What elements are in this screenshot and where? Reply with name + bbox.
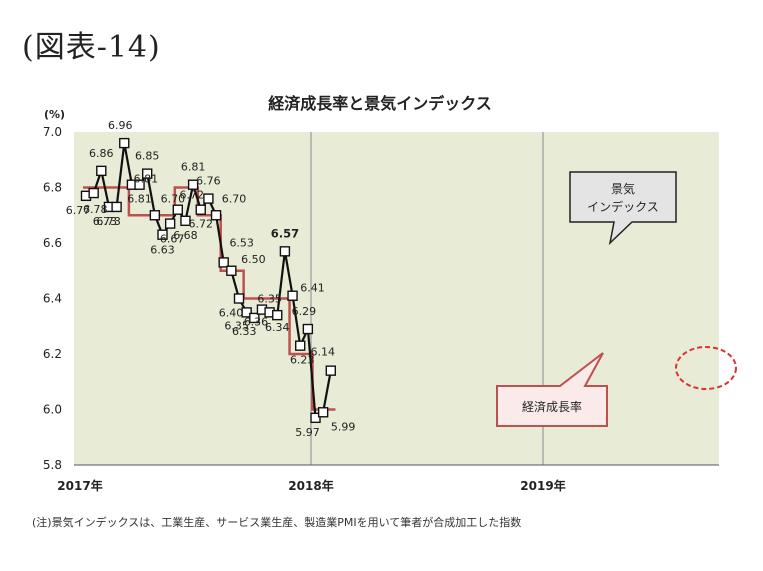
index-label-2019-09: 6.14 xyxy=(311,346,336,359)
index-marker-2018-06 xyxy=(210,210,222,221)
highlight-circle xyxy=(675,346,737,390)
callout-index-box xyxy=(569,171,677,246)
index-label-2018-10: 6.35 xyxy=(224,319,249,332)
y-tick-label: 6.8 xyxy=(43,181,62,195)
index-label-2017-08: 6.81 xyxy=(127,193,152,206)
index-marker-2017-12 xyxy=(164,218,176,229)
footnote: (注)景気インデックスは、工業生産、サービス業生産、製造業PMIを用いて筆者が合… xyxy=(32,515,521,529)
index-marker-2018-08 xyxy=(226,265,237,276)
index-marker-2018-02 xyxy=(180,215,191,227)
index-label-2017-03: 6.86 xyxy=(89,147,114,160)
index-label-2018-07: 6.53 xyxy=(229,236,254,249)
index-marker-2017-09 xyxy=(141,168,153,179)
x-tick-label: 2017年 xyxy=(57,478,102,493)
index-marker-2017-05 xyxy=(111,201,122,213)
index-label-2017-11: 6.63 xyxy=(150,244,175,257)
index-label-2017-07: 6.81 xyxy=(134,173,159,186)
y-tick-label: 6.2 xyxy=(43,347,62,361)
figure-label: (図表-14) xyxy=(22,30,161,65)
y-tick-label: 6.6 xyxy=(43,236,62,250)
series-index-labels: 6.776.866.786.736.736.966.816.816.856.70… xyxy=(66,119,356,439)
index-label-2017-01: 6.77 xyxy=(66,204,91,217)
y-axis-unit: (%) xyxy=(44,108,65,121)
index-marker-2017-03 xyxy=(96,165,107,177)
index-marker-2017-02 xyxy=(88,187,99,199)
y-tick-label: 6.4 xyxy=(43,292,62,306)
index-marker-2018-04 xyxy=(195,204,206,215)
index-label-2018-11: 6.33 xyxy=(232,325,257,338)
index-marker-2019-07 xyxy=(310,412,321,424)
y-tick-label: 7.0 xyxy=(43,125,62,139)
index-label-2019-02: 6.34 xyxy=(265,321,290,334)
y-tick-label: 5.8 xyxy=(43,458,62,472)
index-label-2019-05: 6.23 xyxy=(290,354,315,367)
index-marker-2019-05 xyxy=(295,340,306,351)
index-label-2017-09: 6.85 xyxy=(135,150,160,163)
index-marker-2018-01 xyxy=(172,204,184,215)
index-marker-2018-09 xyxy=(233,293,245,304)
index-label-2017-03-b: 6.78 xyxy=(83,203,108,216)
index-label-2018-06: 6.70 xyxy=(222,192,247,205)
index-marker-2019-03 xyxy=(279,246,291,257)
index-label-2018-12: 6.36 xyxy=(244,316,269,329)
x-axis-ticks: 2017年 2018年 2019年 xyxy=(57,478,565,493)
index-marker-2019-09 xyxy=(325,365,336,376)
index-marker-2017-06 xyxy=(119,137,130,149)
index-label-2018-03: 6.81 xyxy=(181,161,206,174)
callout-index-line1: 景気 xyxy=(611,181,635,196)
index-label-2018-01: 6.72 xyxy=(180,189,205,202)
index-label-2017-10: 6.70 xyxy=(161,192,186,205)
x-tick-label: 2019年 xyxy=(520,478,565,493)
index-marker-2018-07 xyxy=(218,257,229,268)
index-label-2017-06: 6.96 xyxy=(108,119,133,132)
index-marker-2019-02 xyxy=(272,309,283,321)
index-label-2018-05: 6.76 xyxy=(196,175,221,188)
index-label-2017-04: 6.73 xyxy=(93,215,118,228)
index-marker-2018-03 xyxy=(187,179,199,190)
callout-growth-box xyxy=(496,352,608,427)
index-label-2019-01: 6.35 xyxy=(257,292,282,305)
index-label-2017-05: 6.73 xyxy=(96,215,121,228)
index-label-2019-03: 6.57 xyxy=(271,226,299,240)
callout-index: 景気 インデックス xyxy=(569,171,677,246)
index-label-2019-07: 5.97 xyxy=(295,426,320,439)
chart-title: 経済成長率と景気インデックス xyxy=(268,94,492,113)
index-marker-2017-10 xyxy=(149,210,161,221)
index-label-2018-04: 6.72 xyxy=(189,218,214,231)
index-label-2018-02: 6.68 xyxy=(173,229,198,242)
index-marker-2018-11 xyxy=(249,312,260,324)
series-index-markers xyxy=(80,137,336,424)
index-marker-2018-05 xyxy=(203,193,214,204)
y-tick-label: 6.0 xyxy=(43,403,62,417)
index-marker-2019-08 xyxy=(317,407,329,418)
callout-growth: 経済成長率 xyxy=(496,352,608,427)
y-axis-ticks: 5.8 6.0 6.2 6.4 6.6 6.8 7.0 xyxy=(43,125,62,472)
x-tick-label: 2018年 xyxy=(288,478,333,493)
index-marker-2019-04 xyxy=(287,290,298,301)
index-label-2019-04: 6.41 xyxy=(300,282,325,295)
index-label-2019-08: 5.99 xyxy=(331,420,356,433)
index-marker-2019-06 xyxy=(302,323,314,335)
index-label-2018-08: 6.50 xyxy=(241,253,266,266)
index-label-2018-09: 6.40 xyxy=(219,307,244,320)
index-marker-2017-08 xyxy=(134,179,145,190)
index-label-2017-12: 6.67 xyxy=(160,233,185,246)
callout-growth-label: 経済成長率 xyxy=(522,399,582,414)
index-marker-2017-11 xyxy=(157,229,168,240)
callout-index-line2: インデックス xyxy=(587,199,659,214)
index-marker-2018-10 xyxy=(241,307,252,318)
index-label-2019-06: 6.29 xyxy=(292,305,317,318)
